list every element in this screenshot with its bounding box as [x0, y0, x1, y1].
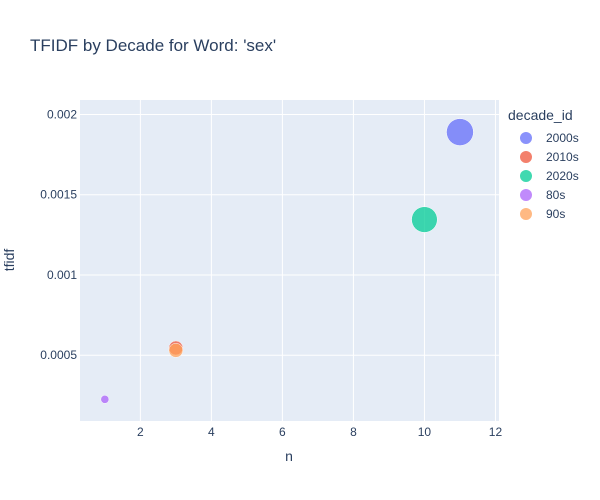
data-point-90s[interactable]	[168, 343, 184, 358]
gridlines	[80, 100, 499, 421]
legend-item-80s[interactable]: 80s	[520, 188, 565, 202]
legend-marker	[520, 132, 532, 144]
legend: decade_id 2000s 2010s 2020s 80s 90s	[508, 107, 579, 221]
legend-label: 2010s	[546, 150, 579, 164]
y-tick-label: 0.002	[47, 107, 77, 121]
x-tick-label: 8	[350, 425, 357, 439]
legend-label: 2020s	[546, 169, 579, 183]
legend-label: 2000s	[546, 131, 579, 145]
x-tick-label: 4	[208, 425, 215, 439]
legend-item-2010s[interactable]: 2010s	[520, 150, 579, 164]
legend-item-2000s[interactable]: 2000s	[520, 131, 579, 145]
legend-marker	[520, 170, 532, 182]
legend-item-2020s[interactable]: 2020s	[520, 169, 579, 183]
y-axis-title: tfidf	[1, 249, 17, 272]
x-tick-label: 10	[418, 425, 432, 439]
data-point-80s[interactable]	[100, 395, 110, 404]
y-axis-ticks: 0.0005 0.001 0.0015 0.002	[40, 107, 77, 362]
y-tick-label: 0.001	[47, 268, 77, 282]
legend-marker	[520, 208, 532, 220]
legend-label: 90s	[546, 207, 565, 221]
x-tick-label: 6	[279, 425, 286, 439]
chart-title: TFIDF by Decade for Word: 'sex'	[30, 36, 276, 55]
legend-item-90s[interactable]: 90s	[520, 207, 565, 221]
legend-marker	[520, 151, 532, 163]
y-tick-label: 0.0005	[40, 348, 77, 362]
x-axis-ticks: 2 4 6 8 10 12	[137, 425, 502, 439]
data-points	[100, 118, 474, 404]
x-tick-label: 12	[489, 425, 503, 439]
legend-label: 80s	[546, 188, 565, 202]
data-point-2000s[interactable]	[446, 118, 474, 146]
x-axis-title: n	[285, 448, 293, 464]
legend-marker	[520, 189, 532, 201]
data-point-2020s[interactable]	[411, 206, 438, 233]
plot-area[interactable]	[80, 100, 499, 421]
x-tick-label: 2	[137, 425, 144, 439]
y-tick-label: 0.0015	[40, 188, 77, 202]
legend-title: decade_id	[508, 107, 573, 123]
